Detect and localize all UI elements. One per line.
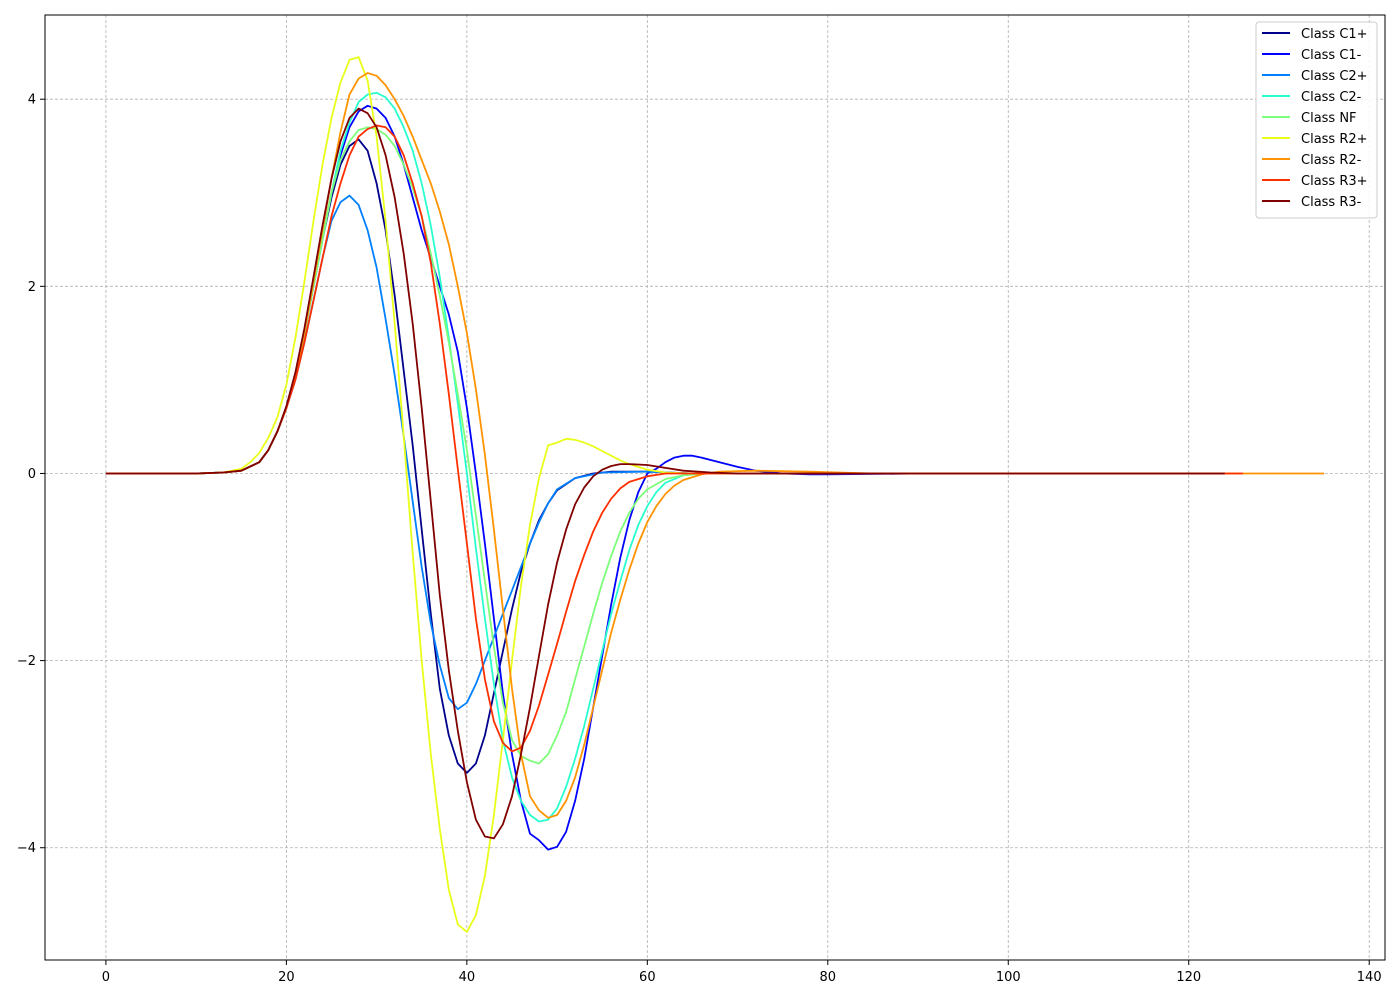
x-tick-label: 120 [1176, 970, 1201, 985]
x-tick-label: 140 [1357, 970, 1382, 985]
series-line-class-r2-plus [105, 56, 1243, 933]
legend-label: Class C1+ [1301, 27, 1368, 42]
plot-frame [44, 14, 1386, 961]
series-line-class-r2-minus [105, 72, 1325, 819]
x-tick-label: 60 [639, 970, 656, 985]
series-line-class-c1-plus [105, 138, 1216, 774]
y-tick-label: 0 [28, 467, 36, 482]
series-line-class-c2-minus [105, 91, 1225, 823]
x-tick-label: 0 [102, 970, 110, 985]
series-line-class-r3-minus [105, 107, 1225, 840]
series-lines [105, 56, 1325, 933]
x-tick-label: 80 [820, 970, 837, 985]
grid-lines [45, 15, 1385, 960]
series-line-class-c2-plus [105, 194, 1216, 711]
legend-label: Class NF [1301, 111, 1357, 126]
legend: Class C1+ Class C1- Class C2+ Class C2- Clas… [1255, 21, 1378, 219]
series-line-class-r3-plus [105, 124, 1243, 753]
series-line-class-c1-minus [105, 104, 1216, 851]
legend-label: Class R3- [1301, 195, 1362, 210]
legend-label: Class C2+ [1301, 69, 1368, 84]
y-tick-label: −4 [17, 841, 36, 856]
y-tick-label: 4 [28, 93, 36, 108]
legend-label: Class R3+ [1301, 174, 1368, 189]
x-tick-label: 20 [278, 970, 295, 985]
x-tick-label: 40 [459, 970, 476, 985]
y-tick-label: −2 [17, 654, 36, 669]
x-tick-label: 100 [996, 970, 1021, 985]
legend-label: Class C1- [1301, 48, 1362, 63]
legend-label: Class R2- [1301, 153, 1362, 168]
y-tick-label: 2 [28, 280, 36, 295]
axes: 0 20 40 60 80 100 120 140 −4 −2 0 2 4 [17, 93, 1382, 985]
legend-box [1255, 21, 1378, 219]
legend-label: Class C2- [1301, 90, 1362, 105]
series-line-class-nf [105, 126, 1234, 765]
legend-label: Class R2+ [1301, 132, 1368, 147]
